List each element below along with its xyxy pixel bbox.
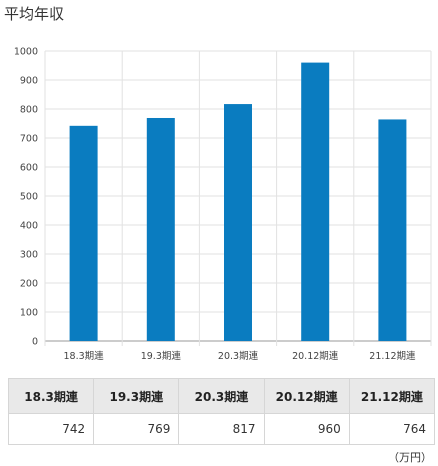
y-tick-label: 800	[20, 105, 38, 116]
table-header-cell: 19.3期連	[93, 378, 180, 414]
x-tick-label: 19.3期連	[141, 350, 182, 362]
table-header-row: 18.3期連 19.3期連 20.3期連 20.12期連 21.12期連	[7, 378, 436, 414]
table-header-cell: 20.12期連	[263, 378, 350, 414]
table-cell: 817	[178, 413, 265, 445]
x-tick-label: 20.12期連	[292, 350, 339, 362]
table-cell: 960	[263, 413, 350, 445]
y-tick-label: 700	[20, 134, 38, 145]
unit-label: （万円）	[388, 451, 432, 464]
bar	[378, 119, 407, 341]
y-tick-label: 100	[20, 308, 38, 319]
y-tick-label: 500	[20, 192, 38, 203]
table-header-cell: 21.12期連	[348, 378, 436, 414]
bar-chart: 0 100 200 300 400 500 600 700 800 900 1000 18.3期連 19…	[14, 47, 432, 362]
table-row: 742 769 817 960 764	[7, 413, 436, 445]
data-table: 18.3期連 19.3期連 20.3期連 20.12期連 21.12期連 742…	[7, 378, 436, 445]
chart-title: 平均年収	[4, 5, 65, 23]
table-header-cell: 20.3期連	[178, 378, 265, 414]
x-tick-label: 21.12期連	[369, 350, 416, 362]
y-tick-label: 600	[20, 163, 38, 174]
x-tick-label: 20.3期連	[218, 350, 259, 362]
y-tick-label: 1000	[14, 47, 38, 58]
bar	[301, 62, 330, 341]
table-header-cell: 18.3期連	[7, 378, 95, 414]
x-tick-label: 18.3期連	[64, 350, 105, 362]
y-tick-label: 400	[20, 221, 38, 232]
table-cell: 764	[348, 413, 436, 445]
y-tick-label: 200	[20, 279, 38, 290]
table-cell: 742	[7, 413, 95, 445]
bar	[224, 104, 252, 341]
bar	[69, 125, 98, 341]
y-tick-label: 900	[20, 76, 38, 87]
y-tick-label: 0	[32, 337, 38, 348]
table-cell: 769	[93, 413, 180, 445]
bar	[146, 117, 175, 342]
y-tick-label: 300	[20, 250, 38, 261]
